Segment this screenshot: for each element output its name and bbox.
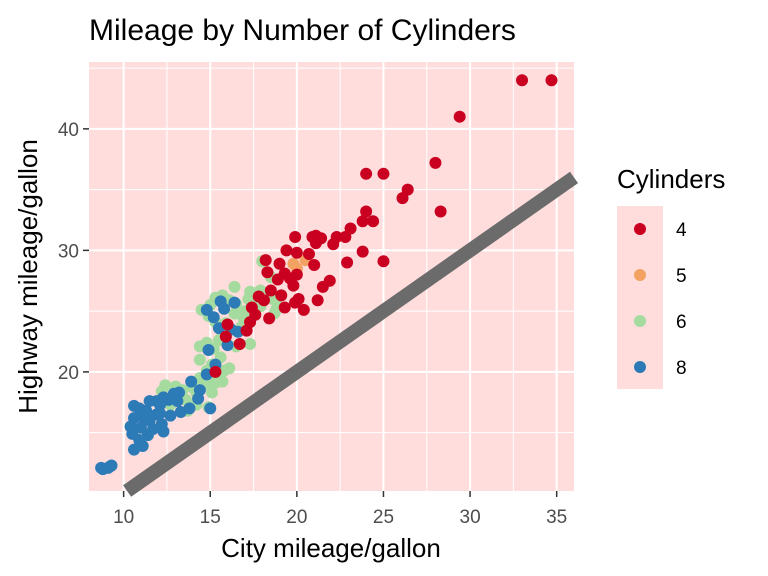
point-cyl-4 xyxy=(429,156,442,169)
point-cyl-4 xyxy=(233,337,246,350)
y-tick-label: 30 xyxy=(58,241,79,262)
x-tick-label: 15 xyxy=(200,507,221,528)
legend-label-cyl-4: 4 xyxy=(676,220,687,241)
point-cyl-4 xyxy=(360,205,373,218)
point-cyl-4 xyxy=(377,167,390,180)
point-cyl-4 xyxy=(221,318,234,331)
chart-title: Mileage by Number of Cylinders xyxy=(89,14,516,47)
x-axis-title: City mileage/gallon xyxy=(221,533,441,563)
major-gridlines xyxy=(89,62,574,491)
point-cyl-4 xyxy=(278,301,291,314)
point-cyl-8 xyxy=(128,399,141,412)
point-cyl-8 xyxy=(228,296,241,309)
point-cyl-4 xyxy=(316,280,329,293)
point-cyl-4 xyxy=(257,294,270,307)
point-cyl-4 xyxy=(339,231,352,244)
point-cyl-5 xyxy=(287,257,300,270)
point-cyl-4 xyxy=(396,192,409,205)
legend-items: 4 5 6 8 xyxy=(634,220,687,379)
legend-key-cyl-5 xyxy=(634,269,646,281)
point-cyl-4 xyxy=(453,110,466,123)
point-cyl-4 xyxy=(516,74,529,87)
point-cyl-4 xyxy=(259,254,272,267)
point-cyl-4 xyxy=(309,237,322,250)
point-cyl-4 xyxy=(275,289,288,302)
point-cyl-8 xyxy=(95,461,108,474)
legend-key-background xyxy=(617,206,663,389)
x-tick-label: 20 xyxy=(286,507,307,528)
legend-label-cyl-5: 5 xyxy=(676,266,687,287)
y-tick-label: 40 xyxy=(58,120,79,141)
x-tick-label: 10 xyxy=(113,507,134,528)
point-cyl-4 xyxy=(327,238,340,251)
point-cyl-4 xyxy=(302,248,315,261)
point-cyl-6 xyxy=(216,375,229,388)
point-cyl-8 xyxy=(143,395,156,408)
point-cyl-8 xyxy=(157,425,170,438)
x-axis: 10 15 20 25 30 35 xyxy=(113,491,567,528)
point-cyl-4 xyxy=(545,74,558,87)
point-cyl-4 xyxy=(356,215,369,228)
point-cyl-6 xyxy=(244,337,257,350)
point-cyl-4 xyxy=(297,303,310,316)
point-cyl-8 xyxy=(164,409,177,422)
plot-panel xyxy=(89,62,579,497)
point-cyl-8 xyxy=(171,395,184,408)
x-tick-label: 25 xyxy=(373,507,394,528)
point-cyl-4 xyxy=(261,266,274,279)
point-cyl-8 xyxy=(192,392,205,405)
minor-gridlines xyxy=(89,62,574,491)
point-cyl-6 xyxy=(205,386,218,399)
point-cyl-4 xyxy=(308,258,321,271)
point-cyl-4 xyxy=(271,273,284,286)
point-cyl-4 xyxy=(263,312,276,325)
point-cyl-6 xyxy=(223,362,236,375)
point-cyl-4 xyxy=(280,244,293,257)
reference-line-layer xyxy=(123,171,579,497)
point-cyl-4 xyxy=(273,257,286,270)
point-cyl-8 xyxy=(202,344,215,357)
legend-key-cyl-6 xyxy=(634,315,646,327)
data-points xyxy=(95,74,558,476)
point-cyl-4 xyxy=(289,231,302,244)
y-axis-title: Highway mileage/gallon xyxy=(13,139,43,414)
point-cyl-6 xyxy=(193,353,206,366)
legend-label-cyl-8: 8 xyxy=(676,358,687,379)
point-cyl-4 xyxy=(356,245,369,258)
point-cyl-4 xyxy=(434,205,447,218)
point-cyl-4 xyxy=(341,256,354,269)
x-tick-label: 30 xyxy=(460,507,481,528)
point-cyl-4 xyxy=(292,292,305,305)
y-axis: 20 30 40 xyxy=(58,120,89,384)
point-cyl-8 xyxy=(185,375,198,388)
point-cyl-4 xyxy=(209,365,222,378)
point-cyl-4 xyxy=(219,330,232,343)
y-tick-label: 20 xyxy=(58,363,79,384)
legend-key-cyl-4 xyxy=(634,223,646,235)
point-cyl-4 xyxy=(360,167,373,180)
point-cyl-8 xyxy=(183,402,196,415)
point-cyl-4 xyxy=(377,255,390,268)
point-cyl-6 xyxy=(228,307,241,320)
x-tick-label: 35 xyxy=(546,507,567,528)
point-cyl-4 xyxy=(290,246,303,259)
point-cyl-8 xyxy=(207,311,220,324)
reference-line xyxy=(123,171,579,497)
point-cyl-4 xyxy=(367,215,380,228)
point-cyl-8 xyxy=(128,443,141,456)
point-cyl-4 xyxy=(287,279,300,292)
point-cyl-8 xyxy=(204,402,217,415)
legend-key-cyl-8 xyxy=(634,361,646,373)
legend-label-cyl-6: 6 xyxy=(676,312,687,333)
point-cyl-4 xyxy=(240,324,253,337)
point-cyl-6 xyxy=(228,280,241,293)
point-cyl-4 xyxy=(264,284,277,297)
point-cyl-8 xyxy=(218,302,231,315)
point-cyl-4 xyxy=(245,301,258,314)
legend-title: Cylinders xyxy=(617,164,725,194)
point-cyl-4 xyxy=(311,294,324,307)
legend: Cylinders 4 5 6 8 xyxy=(617,164,725,389)
